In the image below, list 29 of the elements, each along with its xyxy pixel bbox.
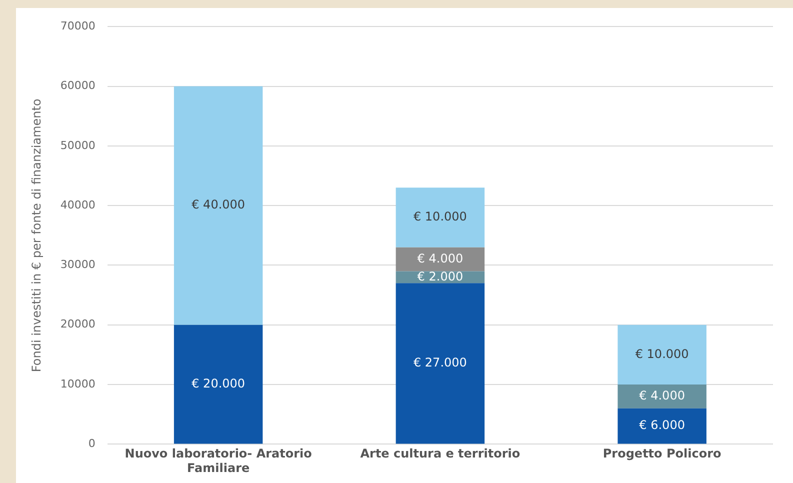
bar	[174, 324, 263, 444]
data-label: € 2.000	[417, 269, 464, 284]
y-tick-label: 0	[88, 437, 96, 450]
data-label: € 6.000	[639, 418, 685, 432]
y-tick-label: 50000	[60, 138, 96, 152]
x-tick-label: Nuovo laboratorio- Aratorio Familiare	[124, 446, 312, 475]
data-label: € 40.000	[192, 198, 246, 212]
data-label: € 4.000	[417, 251, 464, 266]
y-tick-label: 10000	[60, 377, 96, 390]
bar	[396, 188, 485, 248]
data-label: € 10.000	[635, 346, 689, 361]
y-tick-label: 30000	[60, 258, 96, 272]
data-label: € 4.000	[639, 388, 685, 403]
y-tick-label: 60000	[60, 79, 96, 92]
data-label: € 27.000	[413, 356, 467, 370]
data-label: € 20.000	[192, 376, 246, 390]
bar	[618, 324, 706, 385]
y-tick-label: 40000	[60, 198, 96, 212]
data-label: € 10.000	[413, 210, 467, 224]
y-tick-label: 70000	[60, 19, 96, 32]
bar	[618, 408, 706, 444]
x-tick-label: Arte cultura e territorio	[360, 446, 520, 461]
bar	[396, 283, 485, 444]
bar	[174, 86, 263, 325]
x-tick-label: Progetto Policoro	[602, 446, 722, 461]
bar	[618, 384, 706, 408]
y-tick-label: 20000	[60, 318, 96, 331]
bar	[396, 247, 485, 272]
y-axis-title: Fondi investiti in € per fonte di finanziamento	[29, 98, 44, 372]
